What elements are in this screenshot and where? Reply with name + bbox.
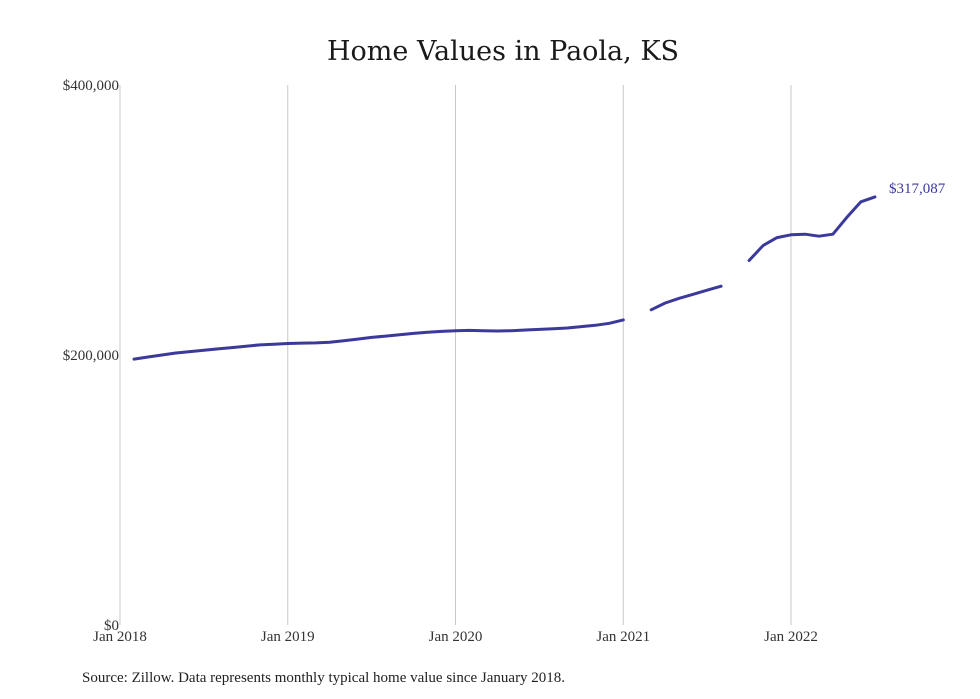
series-home-value	[132, 195, 877, 361]
source-note: Source: Zillow. Data represents monthly …	[82, 670, 565, 686]
last-value-label: $317,087	[889, 181, 946, 197]
y-tick-label: $200,000	[63, 348, 119, 364]
series-line-segment-2	[747, 195, 877, 262]
x-tick-label: Jan 2018	[93, 629, 147, 645]
x-tick-label: Jan 2020	[429, 629, 483, 645]
x-tick-label: Jan 2021	[596, 629, 650, 645]
x-tick-label: Jan 2019	[261, 629, 315, 645]
chart-title: Home Values in Paola, KS	[327, 36, 679, 67]
y-axis-ticks: $0 $200,000 $400,000	[63, 78, 119, 634]
gridlines	[119, 85, 792, 625]
series-line-segment-0	[132, 318, 625, 361]
x-tick-label: Jan 2022	[764, 629, 818, 645]
series-line-segment-1	[649, 284, 723, 312]
y-tick-label: $0	[104, 618, 119, 634]
y-tick-label: $400,000	[63, 78, 119, 94]
x-axis-ticks: Jan 2018 Jan 2019 Jan 2020 Jan 2021 Jan 2022	[93, 629, 818, 645]
